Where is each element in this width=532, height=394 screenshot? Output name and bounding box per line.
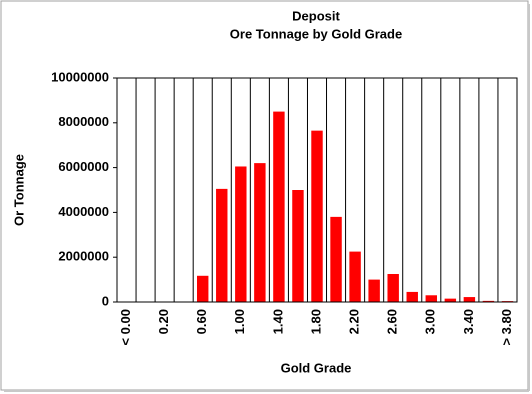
bar bbox=[311, 130, 323, 302]
y-tick-label: 8000000 bbox=[58, 114, 109, 129]
bar bbox=[463, 297, 476, 302]
bar bbox=[216, 188, 228, 302]
bar bbox=[273, 111, 285, 302]
bar bbox=[482, 300, 495, 302]
bar bbox=[235, 166, 247, 302]
chart-subtitle: Ore Tonnage by Gold Grade bbox=[230, 26, 402, 41]
x-tick-label: 0.20 bbox=[156, 309, 171, 334]
y-tick-label: 0 bbox=[102, 293, 109, 308]
y-axis-label: Or Tonnage bbox=[11, 154, 26, 226]
x-axis-label: Gold Grade bbox=[281, 360, 352, 375]
x-tick-label: 2.20 bbox=[347, 309, 362, 334]
x-tick-label: 0.60 bbox=[194, 309, 209, 334]
bar bbox=[368, 279, 380, 302]
plot-border bbox=[116, 77, 518, 303]
bar bbox=[292, 190, 304, 302]
bar bbox=[387, 274, 399, 302]
y-tick-label: 2000000 bbox=[58, 249, 109, 264]
x-tick-label: 1.40 bbox=[270, 309, 285, 334]
x-tick-label: 1.00 bbox=[232, 309, 247, 334]
bar bbox=[197, 275, 209, 302]
bar bbox=[330, 216, 342, 302]
chart-title: Deposit bbox=[292, 8, 340, 23]
x-tick-label: > 3.80 bbox=[499, 309, 514, 346]
bar bbox=[349, 251, 361, 302]
y-tick-label: 4000000 bbox=[58, 204, 109, 219]
y-tick-label: 10000000 bbox=[51, 69, 109, 84]
bar bbox=[425, 295, 437, 302]
bar bbox=[406, 291, 418, 302]
x-tick-label: 3.00 bbox=[423, 309, 438, 334]
bar bbox=[444, 298, 457, 302]
y-tick-label: 6000000 bbox=[58, 159, 109, 174]
bar bbox=[254, 163, 266, 302]
x-tick-label: < 0.00 bbox=[118, 309, 133, 346]
x-tick-label: 3.40 bbox=[461, 309, 476, 334]
x-tick-label: 2.60 bbox=[385, 309, 400, 334]
x-tick-label: 1.80 bbox=[308, 309, 323, 334]
